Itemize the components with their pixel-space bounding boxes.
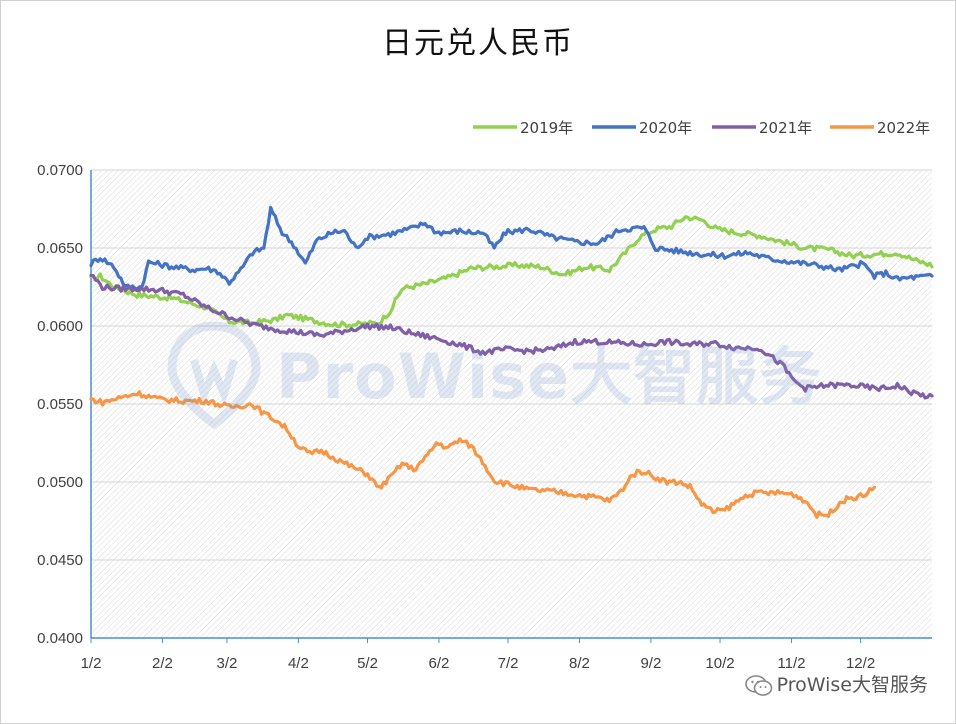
x-tick-label: 6/2 — [428, 655, 449, 672]
series-lines — [89, 205, 934, 519]
x-tick-label: 7/2 — [498, 655, 519, 672]
series-line-2019年 — [89, 215, 934, 329]
chart-title: 日元兑人民币 — [382, 26, 574, 61]
legend-label-2020年: 2020年 — [639, 119, 692, 137]
x-tick-label: 8/2 — [569, 655, 590, 672]
watermark-logo-icon — [167, 321, 261, 430]
series-line-2022年 — [89, 390, 876, 519]
y-tick-label: 0.0450 — [37, 552, 83, 569]
y-tick-label: 0.0500 — [37, 474, 83, 491]
legend: 2019年 2020年 2021年 2022年 — [473, 119, 930, 137]
x-tick-label: 12/2 — [846, 655, 875, 672]
x-tick-label: 9/2 — [640, 655, 661, 672]
x-tick-label: 1/2 — [81, 655, 102, 672]
y-axis-ticks: 0.0700 0.0650 0.0600 0.0550 0.0500 0.0450 0.04… — [37, 162, 83, 647]
watermark-text: ProWise大智服务 — [276, 340, 823, 413]
y-tick-label: 0.0550 — [37, 396, 83, 413]
series-line-2021年 — [89, 273, 934, 400]
y-tick-label: 0.0600 — [37, 318, 83, 335]
legend-label-2022年: 2022年 — [877, 119, 930, 137]
x-tick-label: 2/2 — [152, 655, 173, 672]
legend-label-2019年: 2019年 — [520, 119, 573, 137]
x-axis-ticks: 1/2 2/2 3/2 4/2 5/2 6/2 7/2 8/2 9/2 10/2 11/2 12/2 — [81, 638, 875, 672]
y-tick-label: 0.0650 — [37, 240, 83, 257]
x-tick-label: 10/2 — [705, 655, 734, 672]
wechat-icon — [744, 674, 772, 696]
footer-brand: ProWise大智服务 — [744, 670, 928, 697]
series-line-2020年 — [89, 205, 934, 291]
footer-brand-label: ProWise大智服务 — [776, 674, 928, 696]
x-tick-label: 4/2 — [288, 655, 309, 672]
y-tick-label: 0.0700 — [37, 162, 83, 179]
x-tick-label: 5/2 — [357, 655, 378, 672]
y-tick-label: 0.0400 — [37, 630, 83, 647]
legend-label-2021年: 2021年 — [759, 119, 812, 137]
x-tick-label: 11/2 — [777, 655, 805, 672]
x-tick-label: 3/2 — [217, 655, 238, 672]
